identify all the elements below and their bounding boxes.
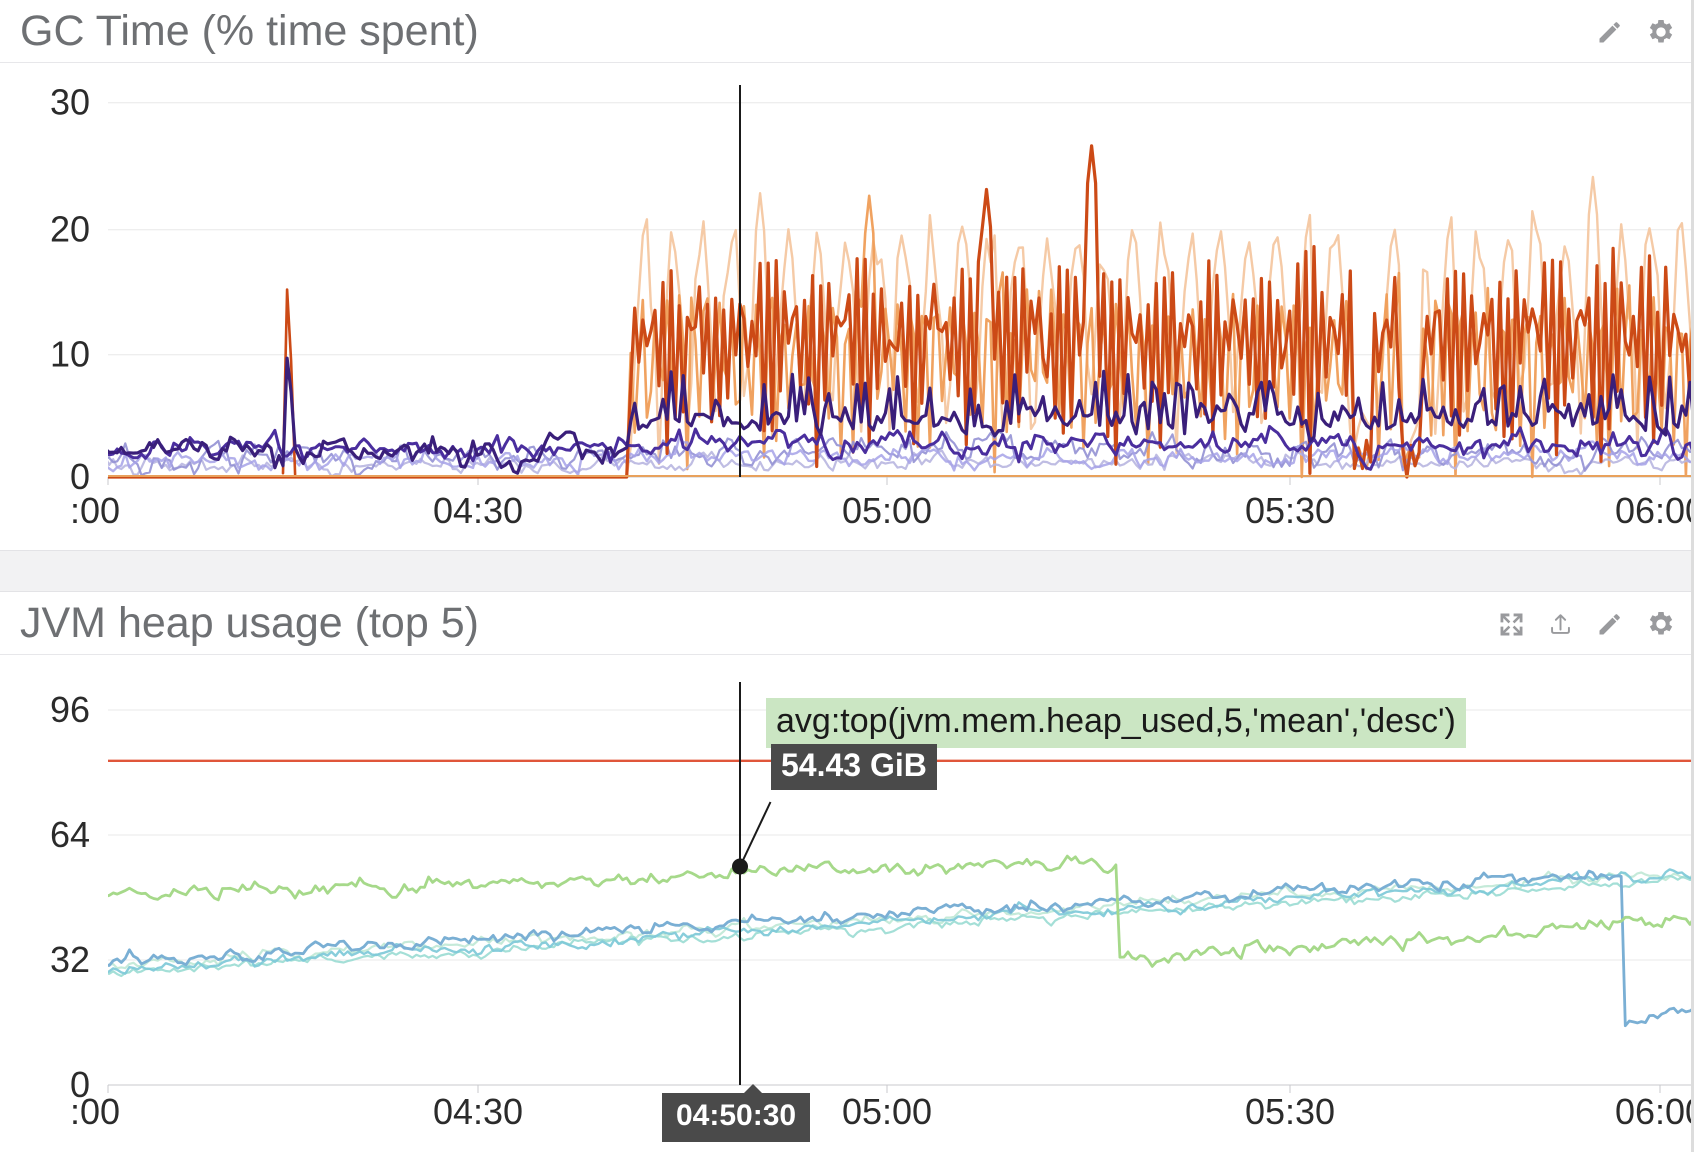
svg-text:05:00: 05:00 — [842, 1091, 932, 1132]
svg-text:20: 20 — [50, 209, 90, 250]
svg-text:04:30: 04:30 — [433, 490, 523, 531]
svg-text:04:30: 04:30 — [433, 1091, 523, 1132]
svg-text::00: :00 — [70, 490, 120, 531]
svg-text:30: 30 — [50, 82, 90, 123]
svg-text:05:30: 05:30 — [1245, 1091, 1335, 1132]
svg-text:06:00: 06:00 — [1615, 1091, 1694, 1132]
svg-text:05:00: 05:00 — [842, 490, 932, 531]
svg-text:10: 10 — [50, 334, 90, 375]
svg-text:64: 64 — [50, 814, 90, 855]
svg-text::00: :00 — [70, 1091, 120, 1132]
svg-text:32: 32 — [50, 939, 90, 980]
svg-text:06:00: 06:00 — [1615, 490, 1694, 531]
svg-text:05:30: 05:30 — [1245, 490, 1335, 531]
svg-text:96: 96 — [50, 689, 90, 730]
